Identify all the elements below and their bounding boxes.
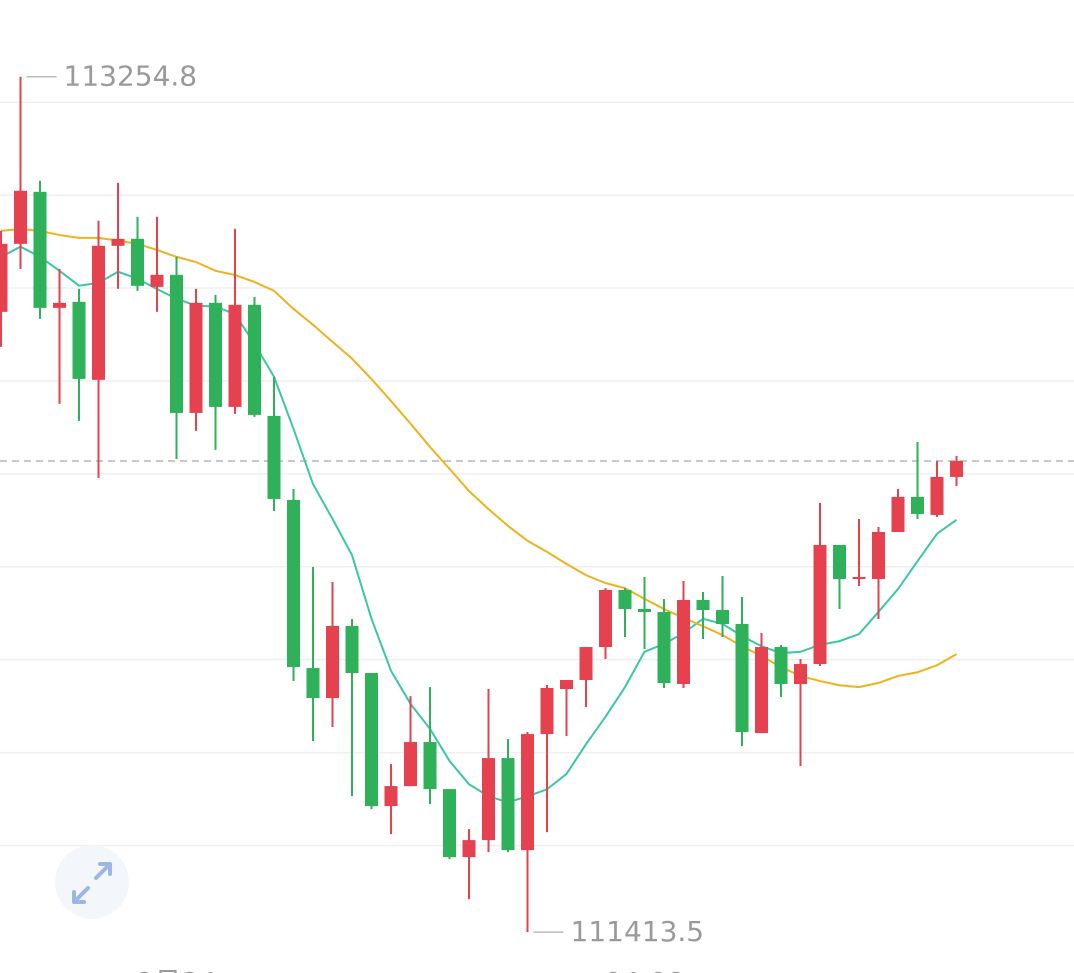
candle-body <box>501 758 515 851</box>
candle-body <box>189 302 203 413</box>
candle-body <box>228 304 242 407</box>
candle-body <box>423 742 437 790</box>
expand-button[interactable] <box>55 845 129 919</box>
extreme-label: 113254.8 <box>64 60 198 93</box>
candle-body <box>482 758 495 841</box>
candle-body <box>14 190 27 244</box>
candle-body <box>306 668 320 699</box>
candle-body <box>111 238 125 246</box>
candle-body <box>755 647 768 734</box>
candle-body <box>599 589 612 648</box>
candle-body <box>716 610 729 625</box>
candle-body <box>248 304 261 415</box>
candle-body <box>53 302 66 308</box>
candle-body <box>521 734 534 851</box>
candle-body <box>131 238 144 286</box>
candle-body <box>657 612 671 684</box>
candle-body <box>813 544 827 665</box>
candle-body <box>579 647 593 681</box>
extreme-label: 111413.5 <box>571 915 705 948</box>
plot: 113254.8 111413.5 9月24 04:00 <box>0 60 1074 973</box>
candle-body <box>170 274 183 413</box>
candle-body <box>833 544 846 579</box>
candle-body <box>404 742 417 787</box>
candle-body <box>560 680 573 690</box>
candle-body <box>326 625 339 699</box>
candle-body <box>267 415 281 499</box>
candle-body <box>794 664 807 685</box>
candle-body <box>638 608 651 613</box>
candle-body <box>92 245 105 380</box>
candle-body <box>852 576 866 579</box>
expand-button-bg[interactable] <box>55 845 129 919</box>
candle-body <box>696 599 710 611</box>
candle-body <box>287 499 300 668</box>
candle-body <box>209 302 222 407</box>
candle-body <box>774 647 788 685</box>
candle-body <box>150 274 164 287</box>
x-tick-label: 04:00 <box>604 966 685 973</box>
x-tick-label: 9月24 <box>136 966 217 973</box>
candle-body <box>911 496 924 514</box>
candle-body <box>950 460 963 477</box>
candle-body <box>618 589 632 609</box>
moving-average-line <box>0 228 957 689</box>
candle-body <box>930 476 944 515</box>
candle-body <box>891 496 905 532</box>
candle-body <box>33 191 47 308</box>
candle-body <box>0 243 8 312</box>
candle-body <box>384 786 398 807</box>
candle-body <box>345 625 359 674</box>
candle-body <box>72 301 86 379</box>
candle-body <box>443 789 456 858</box>
candle-body <box>365 673 378 807</box>
candle-body <box>735 624 749 733</box>
expand-icon[interactable] <box>72 862 112 904</box>
candle-body <box>677 599 690 685</box>
moving-average-line <box>0 245 958 804</box>
candle-body <box>462 840 476 858</box>
candle-body <box>872 531 885 579</box>
candle-body <box>540 688 554 735</box>
